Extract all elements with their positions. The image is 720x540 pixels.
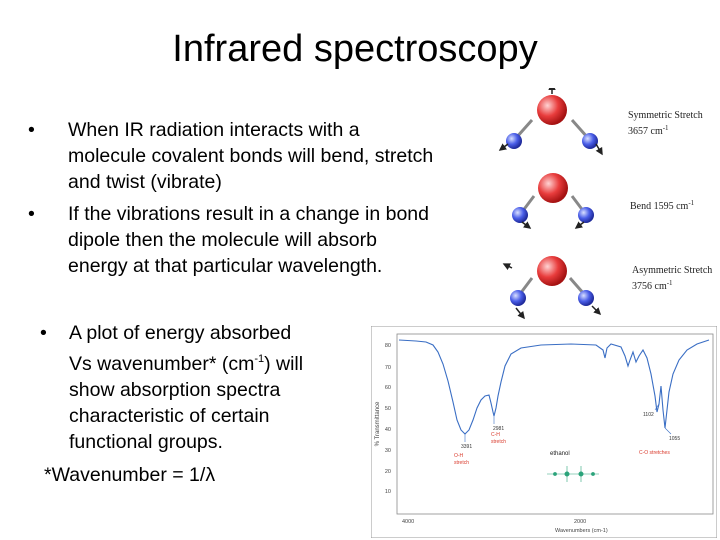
svg-text:70: 70 — [385, 365, 391, 371]
svg-text:stretch: stretch — [454, 460, 469, 466]
bullet-dot: • — [28, 203, 35, 225]
bullet-dot: • — [40, 322, 47, 344]
ethanol-structure — [547, 466, 599, 482]
bullet-dot: • — [28, 119, 35, 141]
bullet-ir-interaction: • When IR radiation interacts with a mol… — [28, 117, 488, 195]
water-vibration-diagrams — [498, 88, 603, 320]
plot-bullet: • A plot of energy absorbed Vs wavenumbe… — [40, 320, 370, 455]
bullet-line: Vs wavenumber* (cm-1) will — [69, 353, 304, 375]
intro-bullets: • When IR radiation interacts with a mol… — [28, 117, 488, 279]
y-ticks: 80 70 60 50 40 30 20 10 — [385, 343, 391, 495]
svg-text:50: 50 — [385, 406, 391, 412]
bullet-energy-plot: • A plot of energy absorbed Vs wavenumbe… — [40, 320, 370, 455]
x-tick-2000: 2000 — [574, 519, 586, 525]
bullet-line: A plot of energy absorbed — [69, 322, 292, 344]
ethanol-ir-spectrum: 80 70 60 50 40 30 20 10 % Transmittance … — [371, 326, 717, 538]
svg-text:40: 40 — [385, 427, 391, 433]
spectrum-trace — [398, 339, 710, 435]
svg-text:1055: 1055 — [669, 436, 680, 442]
symmetric-stretch-label: Symmetric Stretch 3657 cm-1 — [628, 110, 703, 137]
svg-text:10: 10 — [385, 489, 391, 495]
compound-name: ethanol — [550, 451, 570, 457]
x-tick-4000: 4000 — [402, 519, 414, 525]
svg-text:60: 60 — [385, 385, 391, 391]
x-axis-label: Wavenumbers (cm-1) — [555, 528, 608, 534]
svg-text:1102: 1102 — [643, 412, 654, 418]
asymmetric-stretch-molecule — [502, 256, 602, 320]
bullet-line: molecule covalent bonds will bend, stret… — [68, 145, 434, 167]
bullet-dipole-change: • If the vibrations result in a change i… — [28, 201, 488, 279]
asymmetric-stretch-label: Asymmetric Stretch 3756 cm-1 — [632, 265, 713, 292]
bullet-line: show absorption spectra — [69, 379, 281, 401]
bullet-line: functional groups. — [69, 431, 223, 453]
svg-text:20: 20 — [385, 469, 391, 475]
svg-text:C-H: C-H — [491, 432, 500, 438]
svg-text:C-O stretches: C-O stretches — [639, 450, 670, 456]
svg-text:O-H: O-H — [454, 453, 464, 459]
peak-wavenumbers: 3391 2981 1102 1055 — [461, 412, 680, 450]
bend-molecule — [512, 173, 594, 229]
svg-text:30: 30 — [385, 448, 391, 454]
bullet-line: characteristic of certain — [69, 405, 270, 427]
svg-text:2981: 2981 — [493, 426, 504, 432]
bullet-line: dipole then the molecule will absorb — [68, 229, 377, 251]
svg-text:3391: 3391 — [461, 444, 472, 450]
y-axis-label: % Transmittance — [375, 401, 381, 446]
symmetric-stretch-molecule — [498, 88, 603, 156]
bullet-line: and twist (vibrate) — [68, 171, 222, 193]
svg-text:80: 80 — [385, 343, 391, 349]
svg-text:stretch: stretch — [491, 439, 506, 445]
bullet-line: energy at that particular wavelength. — [68, 255, 383, 277]
bullet-line: If the vibrations result in a change in … — [68, 203, 429, 225]
wavenumber-footnote: *Wavenumber = 1/λ — [44, 464, 216, 486]
slide-title: Infrared spectroscopy — [172, 28, 538, 70]
peak-assignments: O-H stretch C-H stretch C-O stretches — [454, 432, 670, 466]
peak-markers — [464, 403, 672, 442]
bullet-line: When IR radiation interacts with a — [68, 119, 360, 141]
bend-label: Bend 1595 cm-1 — [630, 199, 695, 212]
